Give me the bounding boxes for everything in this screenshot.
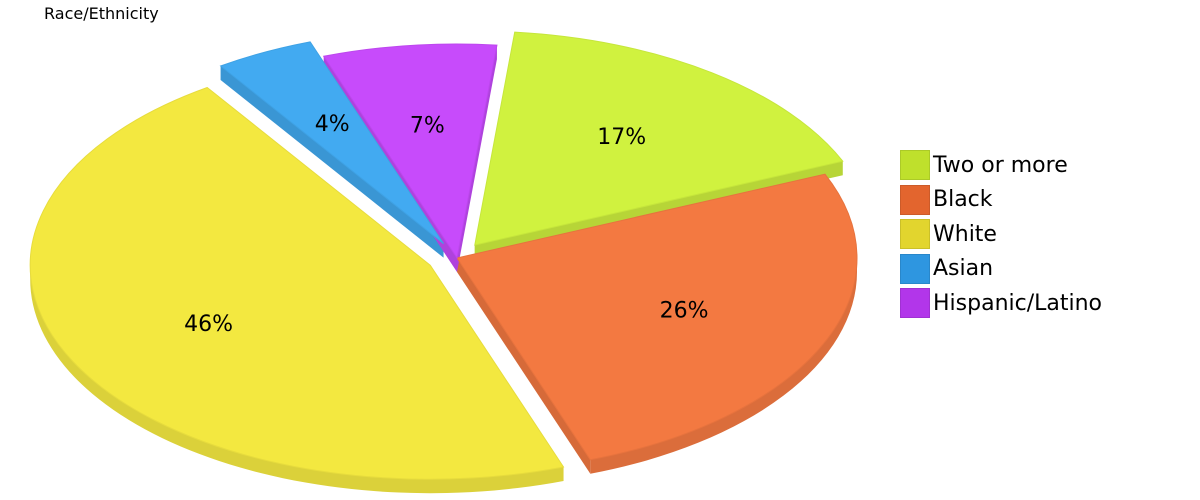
legend-label-white: White — [933, 221, 997, 247]
legend-item-hispanic-latino[interactable]: Hispanic/Latino — [900, 286, 1102, 321]
pie-wall-black-1 — [457, 258, 591, 474]
pie-rim-white — [30, 265, 564, 494]
legend-item-asian[interactable]: Asian — [900, 252, 1102, 287]
legend-swatch-hispanic-latino — [900, 288, 930, 319]
legend: Two or more Black White Asian Hispanic/L… — [900, 148, 1102, 321]
pie-slice-hispanic-latino[interactable] — [322, 43, 498, 260]
legend-label-two-or-more: Two or more — [933, 152, 1068, 178]
legend-swatch-black — [900, 184, 930, 215]
pie-slice-black[interactable] — [456, 173, 858, 461]
pie-rim-black — [590, 258, 857, 474]
legend-swatch-two-or-more — [900, 150, 930, 181]
chart-title: Race/Ethnicity — [44, 4, 159, 23]
legend-item-black[interactable]: Black — [900, 183, 1102, 218]
slice-label-two-or-more: 17% — [597, 125, 646, 150]
legend-item-two-or-more[interactable]: Two or more — [900, 148, 1102, 183]
pie-slice-two-or-more[interactable] — [474, 31, 844, 246]
pie-slice-white[interactable] — [29, 86, 565, 480]
slice-label-black: 26% — [660, 298, 709, 323]
legend-item-white[interactable]: White — [900, 217, 1102, 252]
legend-swatch-asian — [900, 253, 930, 284]
pie-slice-asian[interactable] — [219, 41, 444, 245]
slice-label-hispanic-latino: 7% — [410, 113, 445, 138]
legend-swatch-white — [900, 219, 930, 250]
legend-label-asian: Asian — [933, 256, 994, 282]
slice-label-asian: 4% — [315, 112, 350, 137]
legend-label-black: Black — [933, 187, 993, 213]
pie-wall-asian-0 — [220, 65, 444, 258]
legend-label-hispanic-latino: Hispanic/Latino — [933, 290, 1103, 316]
slice-label-white: 46% — [184, 312, 233, 337]
pie-wall-hispanic-latino-1 — [457, 45, 497, 272]
